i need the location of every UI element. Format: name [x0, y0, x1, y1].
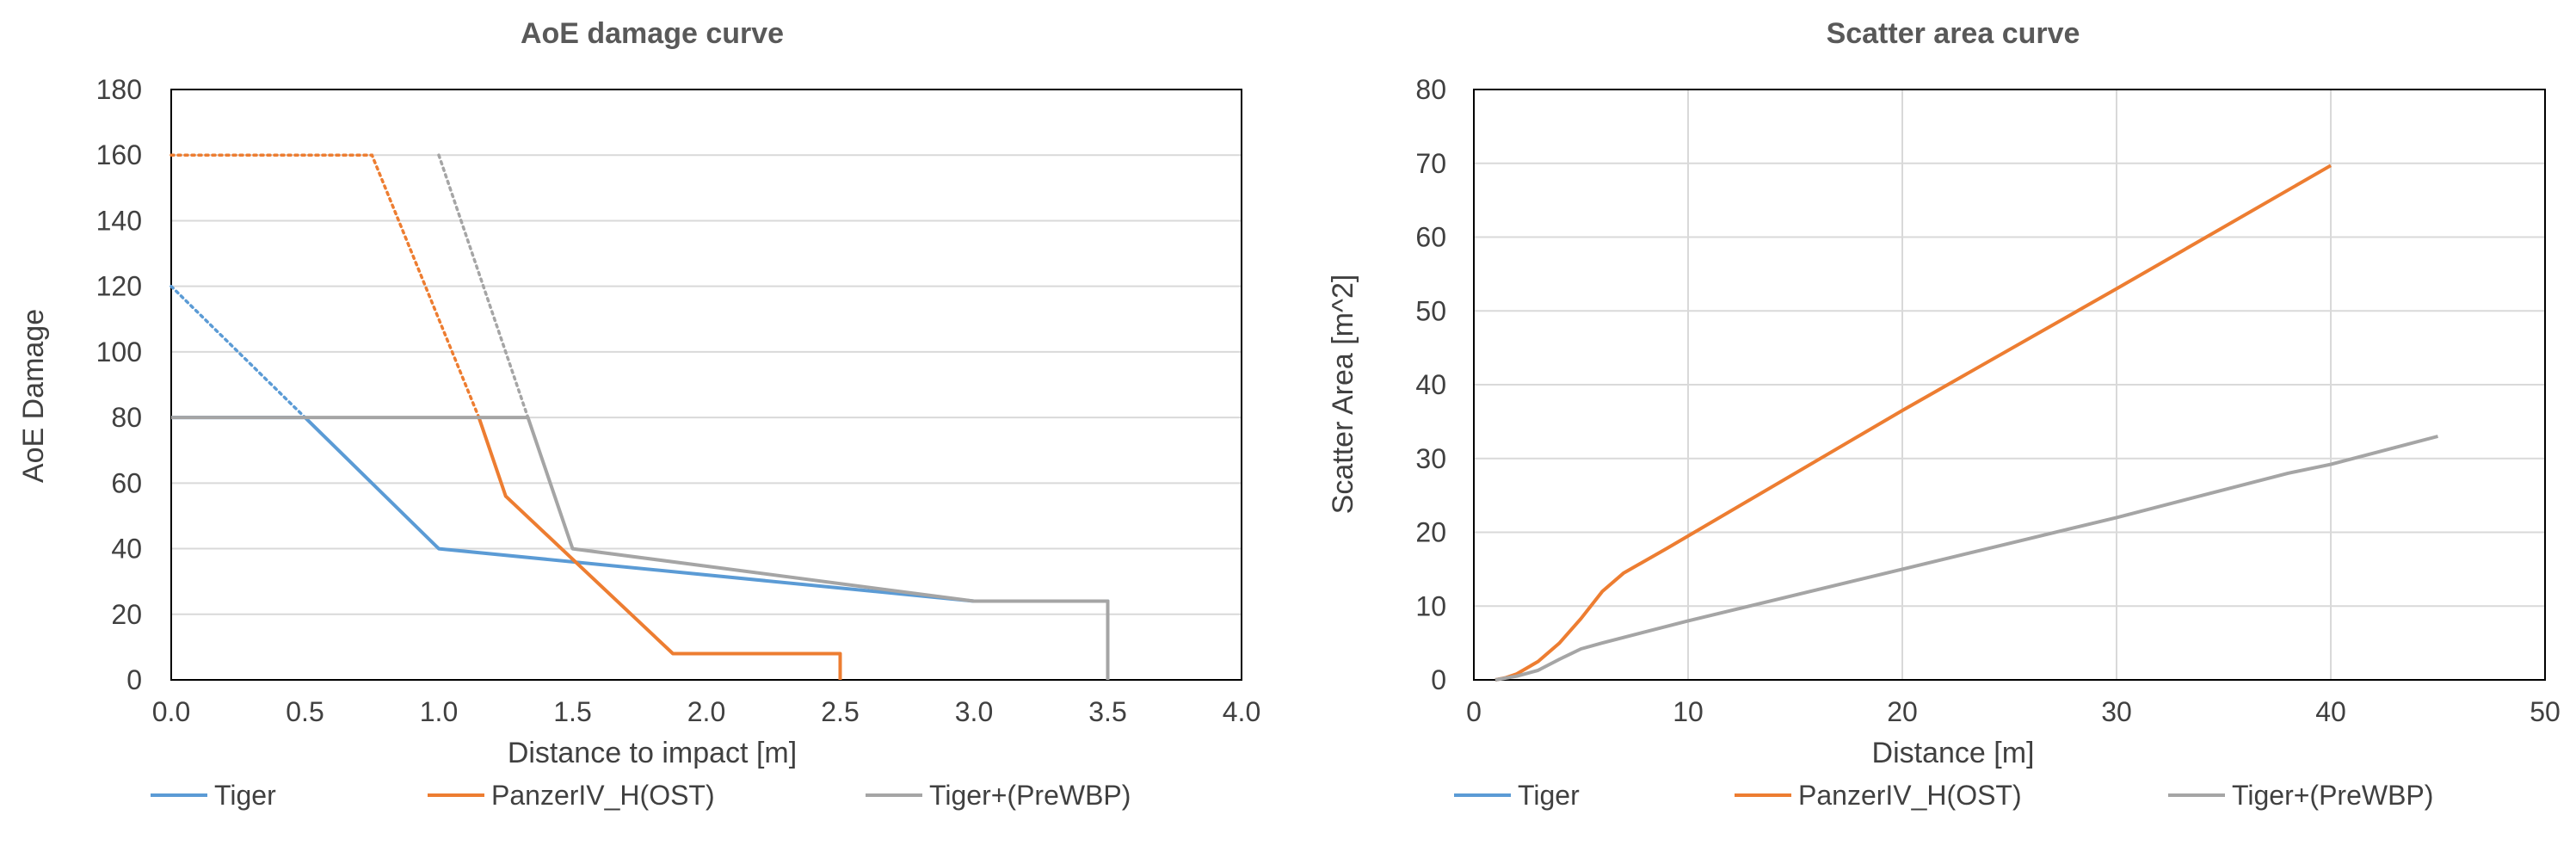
- series-line-dotted: [437, 153, 530, 419]
- series-line: [1494, 164, 2332, 682]
- y-tick-label: 180: [96, 74, 142, 105]
- x-tick-label: 0.0: [152, 696, 190, 727]
- aoe-damage-chart: AoE damage curve 0.0 0.5 1.0 1.5 2.0 2.5 3.0 3.…: [17, 17, 1260, 811]
- legend-label: Tiger+(PreWBP): [2232, 780, 2433, 811]
- y-tick-label: 60: [111, 467, 142, 498]
- x-tick-label: 0.5: [286, 696, 324, 727]
- y-tick-label: 20: [1415, 517, 1446, 548]
- x-tick-label: 10: [1673, 696, 1704, 727]
- scatter-area-chart: Scatter area curve 0 10 20 30 40 50 0 10 20 30 40…: [1327, 17, 2561, 811]
- y-tick-label: 140: [96, 205, 142, 236]
- y-tick-label: 40: [111, 534, 142, 565]
- y-tick-label: 120: [96, 271, 142, 302]
- chart-title: AoE damage curve: [521, 17, 784, 50]
- x-tick-label: 2.0: [687, 696, 725, 727]
- legend-label: Tiger+(PreWBP): [929, 780, 1131, 811]
- x-tick-label: 1.0: [420, 696, 458, 727]
- y-tick-label: 100: [96, 336, 142, 367]
- y-tick-label: 0: [1431, 664, 1446, 695]
- y-tick-label: 30: [1415, 443, 1446, 474]
- y-tick-label: 20: [111, 599, 142, 630]
- x-tick-label: 40: [2315, 696, 2346, 727]
- y-tick-label: 160: [96, 139, 142, 170]
- x-tick-labels: 0 10 20 30 40 50: [1466, 696, 2561, 727]
- chart-title: Scatter area curve: [1827, 17, 2080, 50]
- x-tick-label: 50: [2530, 696, 2561, 727]
- series-line: [171, 416, 1110, 680]
- x-tick-label: 3.5: [1088, 696, 1126, 727]
- legend-label: Tiger: [214, 780, 276, 811]
- legend-label: Tiger: [1518, 780, 1580, 811]
- series-line: [1494, 435, 2439, 682]
- series-line-dotted: [169, 153, 481, 419]
- x-tick-label: 1.5: [553, 696, 591, 727]
- series-line-dotted: [169, 284, 307, 419]
- y-tick-label: 60: [1415, 222, 1446, 253]
- y-tick-label: 70: [1415, 148, 1446, 179]
- legend: Tiger PanzerIV_H(OST) Tiger+(PreWBP): [1454, 780, 2433, 811]
- y-tick-label: 80: [1415, 74, 1446, 105]
- series-group: [1494, 164, 2439, 682]
- x-tick-label: 4.0: [1223, 696, 1260, 727]
- legend: Tiger PanzerIV_H(OST) Tiger+(PreWBP): [151, 780, 1131, 811]
- series-group: [169, 153, 1110, 680]
- y-tick-labels: 0 10 20 30 40 50 60 70 80: [1415, 74, 1446, 695]
- y-axis-label: Scatter Area [m^2]: [1327, 275, 1359, 515]
- plot-area: [170, 89, 1242, 681]
- x-tick-label: 2.5: [821, 696, 859, 727]
- y-tick-label: 40: [1415, 369, 1446, 400]
- y-tick-label: 0: [126, 664, 142, 695]
- x-tick-labels: 0.0 0.5 1.0 1.5 2.0 2.5 3.0 3.5 4.0: [152, 696, 1260, 727]
- x-tick-label: 30: [2101, 696, 2132, 727]
- y-tick-labels: 0 20 40 60 80 100 120 140 160 180: [96, 74, 142, 695]
- y-tick-label: 50: [1415, 295, 1446, 326]
- legend-label: PanzerIV_H(OST): [491, 780, 715, 811]
- legend-label: PanzerIV_H(OST): [1798, 780, 2022, 811]
- plot-area: [1473, 89, 2546, 681]
- x-tick-label: 0: [1466, 696, 1482, 727]
- gridlines: [171, 154, 1242, 615]
- y-tick-label: 80: [111, 402, 142, 433]
- gridlines: [1474, 90, 2545, 680]
- x-axis-label: Distance [m]: [1872, 737, 2035, 769]
- series-line: [477, 417, 842, 680]
- x-tick-label: 3.0: [955, 696, 993, 727]
- x-axis-label: Distance to impact [m]: [508, 737, 797, 769]
- y-axis-label: AoE Damage: [17, 309, 50, 483]
- y-tick-label: 10: [1415, 590, 1446, 621]
- x-tick-label: 20: [1887, 696, 1918, 727]
